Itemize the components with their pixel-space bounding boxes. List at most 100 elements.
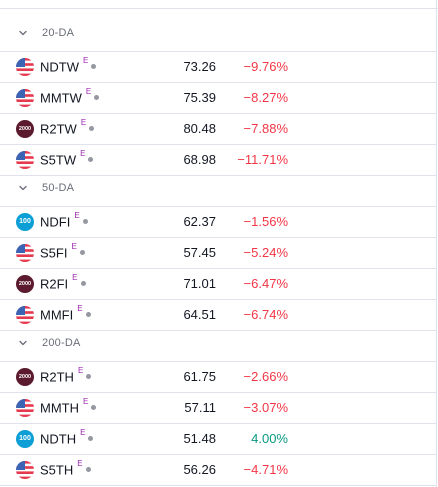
top-strip — [0, 0, 438, 9]
market-status-dot-icon — [85, 312, 91, 318]
exchange-badge: E — [83, 56, 89, 65]
change-percent: −1.56% — [243, 214, 288, 229]
change-percent: −6.74% — [243, 307, 288, 322]
symbol-label[interactable]: S5TH — [40, 462, 74, 478]
exchange-badge: E — [71, 242, 77, 251]
symbol-cell[interactable]: S5FI E — [40, 242, 85, 261]
change-percent: −3.07% — [243, 400, 288, 415]
last-price: 62.37 — [183, 214, 216, 229]
symbol-cell[interactable]: MMTH E — [40, 397, 97, 416]
last-price: 71.01 — [183, 276, 216, 291]
market-status-dot-icon — [88, 436, 94, 442]
symbol-cell[interactable]: R2TH E — [40, 366, 92, 385]
exchange-badge: E — [72, 273, 78, 282]
change-percent: −7.88% — [243, 121, 288, 136]
market-status-dot-icon — [91, 405, 97, 411]
last-price: 57.45 — [183, 245, 216, 260]
exchange-badge: E — [80, 428, 86, 437]
us-flag-icon — [16, 58, 34, 76]
market-status-dot-icon — [79, 250, 85, 256]
last-price: 57.11 — [184, 400, 216, 415]
chevron-down-icon[interactable] — [16, 181, 30, 195]
us-flag-icon — [16, 244, 34, 262]
symbol-label[interactable]: NDTH — [40, 431, 77, 447]
market-status-dot-icon — [88, 157, 94, 163]
change-percent: −6.47% — [243, 276, 288, 291]
symbol-cell[interactable]: R2FI E — [40, 273, 86, 292]
symbol-label[interactable]: S5TW — [40, 152, 77, 168]
section-title: 20-DA — [42, 27, 75, 39]
symbol-label[interactable]: R2TH — [40, 369, 74, 385]
us-flag-icon — [16, 89, 34, 107]
symbol-label[interactable]: R2FI — [40, 276, 69, 292]
nasdaq-100-icon: 100 — [16, 430, 34, 448]
nasdaq-100-icon: 100 — [16, 213, 34, 231]
symbol-cell[interactable]: S5TW E — [40, 149, 94, 168]
section-header[interactable]: 20-DA — [0, 21, 436, 52]
change-percent: −8.27% — [243, 90, 288, 105]
symbol-cell[interactable]: S5TH E — [40, 459, 91, 478]
us-flag-icon — [16, 399, 34, 417]
symbol-label[interactable]: S5FI — [40, 245, 68, 261]
symbol-cell[interactable]: R2TW E — [40, 118, 95, 137]
exchange-badge: E — [74, 211, 80, 220]
symbol-label[interactable]: NDTW — [40, 59, 79, 75]
last-price: 80.48 — [183, 121, 216, 136]
symbol-label[interactable]: MMTW — [40, 90, 82, 106]
change-percent: −9.76% — [243, 59, 288, 74]
watchlist-row[interactable]: 100 NDFI E 62.37 −1.56% — [0, 207, 436, 238]
exchange-badge: E — [77, 304, 83, 313]
symbol-cell[interactable]: NDTW E — [40, 56, 97, 75]
russell-2000-icon: 2000 — [16, 275, 34, 293]
exchange-badge: E — [77, 366, 84, 375]
watchlist-row[interactable]: S5TW E 68.98 −11.71% — [0, 145, 436, 176]
change-percent: −2.66% — [243, 369, 288, 384]
market-status-dot-icon — [80, 281, 86, 287]
russell-2000-icon: 2000 — [16, 120, 34, 138]
section-title: 50-DA — [42, 182, 75, 194]
section-header[interactable]: 200-DA — [0, 331, 436, 362]
exchange-badge: E — [80, 149, 86, 158]
section-header[interactable]: 50-DA — [0, 176, 436, 207]
watchlist-row[interactable]: MMTH E 57.11 −3.07% — [0, 393, 436, 424]
last-price: 51.48 — [183, 431, 216, 446]
market-status-dot-icon — [85, 467, 91, 473]
symbol-label[interactable]: R2TW — [40, 121, 77, 137]
watchlist-row[interactable]: 100 NDTH E 51.48 4.00% — [0, 424, 436, 455]
watchlist-row[interactable]: MMTW E 75.39 −8.27% — [0, 83, 436, 114]
symbol-label[interactable]: MMTH — [40, 400, 79, 416]
watchlist: 20-DA NDTW E 73.26 −9.76% MMTW E 75.39 −8.27% 200… — [0, 21, 436, 486]
exchange-badge: E — [77, 459, 83, 468]
market-status-dot-icon — [86, 374, 92, 380]
last-price: 68.98 — [183, 152, 216, 167]
us-flag-icon — [16, 306, 34, 324]
change-percent: 4.00% — [251, 431, 288, 446]
chevron-down-icon[interactable] — [16, 336, 30, 350]
section-title: 200-DA — [42, 337, 81, 349]
last-price: 75.39 — [183, 90, 216, 105]
symbol-cell[interactable]: MMTW E — [40, 87, 100, 106]
watchlist-row[interactable]: 2000 R2FI E 71.01 −6.47% — [0, 269, 436, 300]
market-status-dot-icon — [91, 64, 97, 70]
last-price: 73.26 — [183, 59, 216, 74]
symbol-cell[interactable]: NDFI E — [40, 211, 88, 230]
watchlist-row[interactable]: S5FI E 57.45 −5.24% — [0, 238, 436, 269]
panel-divider — [436, 0, 437, 487]
watchlist-row[interactable]: 2000 R2TH E 61.75 −2.66% — [0, 362, 436, 393]
watchlist-row[interactable]: MMFI E 64.51 −6.74% — [0, 300, 436, 331]
watchlist-row[interactable]: 2000 R2TW E 80.48 −7.88% — [0, 114, 436, 145]
change-percent: −4.71% — [243, 462, 288, 477]
symbol-label[interactable]: NDFI — [40, 214, 71, 230]
last-price: 56.26 — [183, 462, 216, 477]
watchlist-row[interactable]: NDTW E 73.26 −9.76% — [0, 52, 436, 83]
symbol-cell[interactable]: NDTH E — [40, 428, 94, 447]
us-flag-icon — [16, 151, 34, 169]
us-flag-icon — [16, 461, 34, 479]
market-status-dot-icon — [82, 219, 88, 225]
watchlist-row[interactable]: S5TH E 56.26 −4.71% — [0, 455, 436, 486]
symbol-label[interactable]: MMFI — [40, 307, 74, 323]
symbol-cell[interactable]: MMFI E — [40, 304, 91, 323]
chevron-down-icon[interactable] — [16, 26, 30, 40]
exchange-badge: E — [83, 397, 89, 406]
exchange-badge: E — [80, 118, 87, 127]
